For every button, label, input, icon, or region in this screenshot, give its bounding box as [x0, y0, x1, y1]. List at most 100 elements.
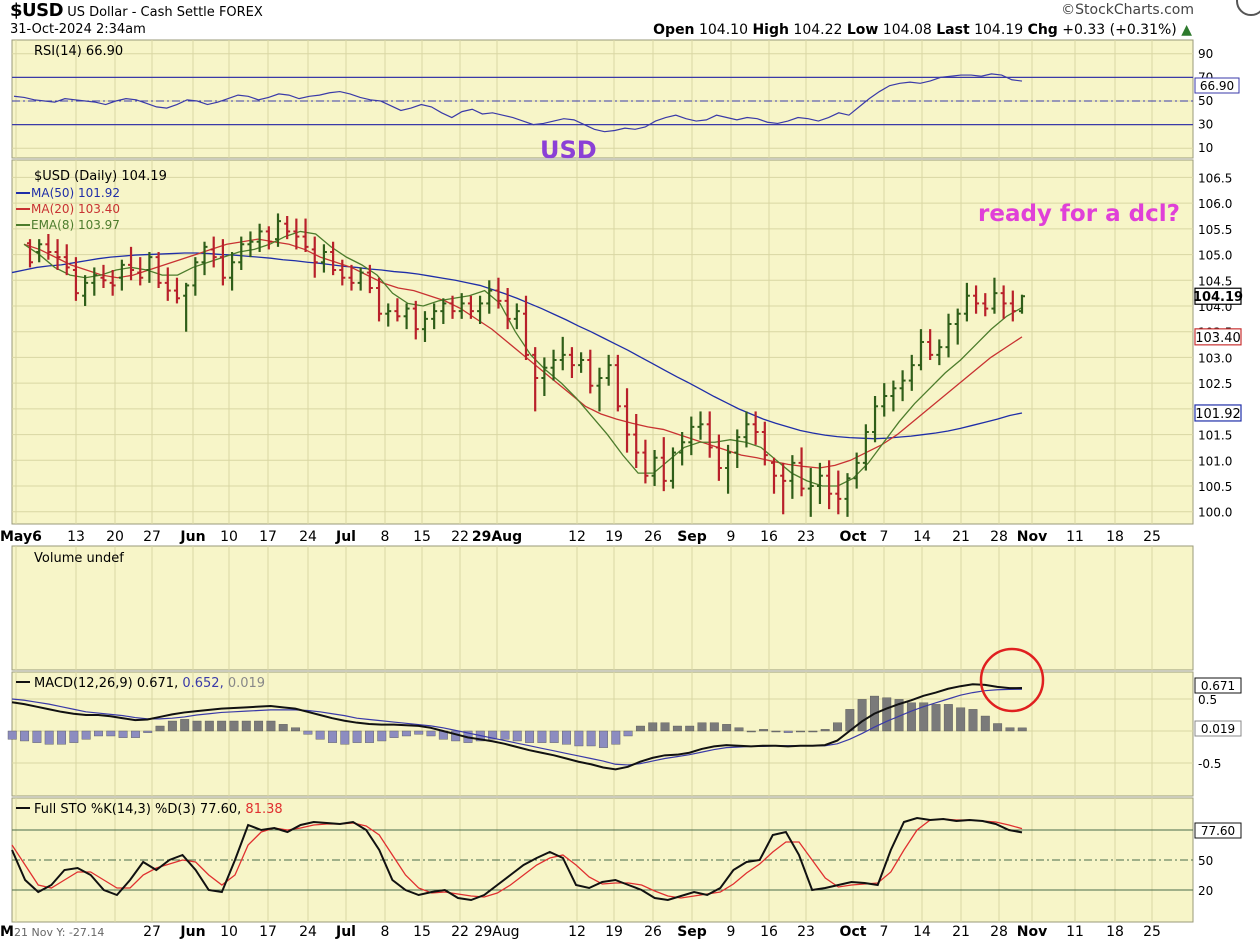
x-axis-label: 11 [1066, 529, 1084, 545]
macd-hist-bar [574, 730, 584, 747]
legend-label: MA(20) 103.40 [31, 202, 120, 216]
x-axis-label: 7 [880, 529, 889, 545]
rsi-tick-label: 90 [1198, 47, 1213, 61]
macd-hist-bar [882, 697, 892, 732]
bottom-axis-label: 7 [880, 924, 889, 939]
volume-title: Volume undef [34, 551, 124, 566]
x-axis-label: 22 [451, 529, 469, 545]
bottom-axis-label: 14 [913, 924, 931, 939]
quote-bar: Open 104.10 High 104.22 Low 104.08 Last … [653, 22, 1192, 38]
macd-hist-bar [808, 730, 818, 733]
macd-title: MACD(12,26,9) 0.671, 0.652, 0.019 [34, 676, 265, 691]
macd-hist-bar [229, 720, 239, 732]
macd-hist-bar [993, 723, 1003, 732]
macd-hist-bar [7, 730, 17, 740]
x-axis-label: 15 [413, 529, 431, 545]
bottom-axis-label: 9 [727, 924, 736, 939]
x-axis-label: 13 [67, 529, 85, 545]
chg-label: Chg [1027, 22, 1058, 38]
highlight-circle [979, 647, 1045, 713]
macd-hist-bar [340, 730, 350, 745]
macd-hist-bar [512, 730, 522, 742]
bottom-axis-label: 26 [644, 924, 662, 939]
bottom-axis-label: 15 [413, 924, 431, 939]
price-tick-label: 101.5 [1198, 429, 1232, 443]
x-axis-label: 16 [760, 529, 778, 545]
brand-logo: ©StockCharts.com [1061, 2, 1194, 18]
macd-hist-bar [956, 707, 966, 732]
low-value: 104.08 [882, 22, 932, 38]
bottom-axis-label: M [0, 924, 14, 939]
bottom-axis-label: 28 [990, 924, 1008, 939]
panel-vol [11, 545, 1194, 671]
macd-hist-bar [500, 730, 510, 740]
rsi-tick-label: 10 [1198, 141, 1213, 155]
last-value: 104.19 [974, 22, 1024, 38]
bottom-axis-label: 21 Nov Y: -27.14 [14, 926, 104, 939]
macd-hist-bar [106, 730, 116, 737]
bottom-axis-label: 10 [220, 924, 238, 939]
bottom-axis-label: Jun [179, 924, 205, 939]
macd-hist-bar [414, 730, 424, 735]
rsi-tick-label: 30 [1198, 118, 1213, 132]
macd-hist-bar [488, 730, 498, 740]
bottom-axis-label: 17 [259, 924, 277, 939]
x-axis-label: Nov [1017, 529, 1047, 545]
price-tick-label: 105.0 [1198, 249, 1232, 263]
high-label: High [752, 22, 789, 38]
bottom-axis-label: 16 [760, 924, 778, 939]
price-tick-label: 106.5 [1198, 171, 1232, 185]
x-axis-label: Sep [677, 529, 707, 545]
macd-hist-bar [266, 720, 276, 732]
macd-hist-bar [796, 730, 805, 733]
x-axis-label: 28 [990, 529, 1008, 545]
price-tag-box [1194, 287, 1242, 305]
macd-hist-bar [180, 719, 190, 732]
macd-tag-box [1194, 677, 1242, 694]
bottom-axis-label: 18 [1106, 924, 1124, 939]
x-axis-label: 12 [568, 529, 586, 545]
macd-hist-bar [919, 702, 929, 732]
macd-tick-label: -0.5 [1198, 757, 1221, 771]
x-axis-label: Jul [335, 529, 356, 545]
close-icon[interactable] [1236, 0, 1260, 16]
price-tag-box [1194, 404, 1242, 422]
macd-hist-bar [525, 730, 535, 743]
macd-hist-bar [364, 730, 374, 743]
x-axis-label: 24 [299, 529, 317, 545]
bottom-axis-label: Jul [335, 924, 356, 939]
macd-hist-bar [192, 720, 202, 732]
price-tag-box [1194, 328, 1242, 346]
macd-hist-bar [562, 730, 571, 745]
bottom-axis-label: 11 [1066, 924, 1084, 939]
macd-hist-bar [537, 730, 547, 743]
open-label: Open [653, 22, 695, 38]
price-tick-label: 105.5 [1198, 223, 1232, 237]
macd-hist-bar [771, 730, 781, 733]
macd-hist-bar [623, 730, 633, 737]
price-tick-label: 100.0 [1198, 506, 1232, 520]
price-callout: ready for a dcl? [978, 201, 1180, 227]
x-axis-label: 29Aug [472, 529, 522, 545]
macd-hist-bar [943, 704, 953, 732]
rsi-title: RSI(14) 66.90 [34, 44, 123, 59]
macd-hist-bar [217, 720, 227, 732]
high-value: 104.22 [793, 22, 843, 38]
macd-hist-bar [303, 730, 313, 735]
sto-d-value: 81.38 [245, 802, 282, 817]
price-tick-label: 100.5 [1198, 480, 1232, 494]
legend-label: MA(50) 101.92 [31, 186, 120, 200]
x-axis-label: 10 [220, 529, 238, 545]
macd-hist-bar [57, 730, 66, 745]
x-axis-label: 23 [797, 529, 815, 545]
macd-hist-bar [1005, 727, 1015, 732]
macd-hist-bar [672, 725, 682, 732]
macd-hist-bar [328, 730, 337, 743]
macd-hist-bar [635, 725, 645, 732]
symbol: $USD [10, 0, 64, 21]
up-arrow-icon: ▲ [1181, 22, 1192, 38]
macd-hist-bar [549, 730, 559, 743]
macd-hist-bar [833, 722, 842, 732]
macd-hist-bar [401, 730, 411, 737]
macd-hist-bar [783, 730, 793, 733]
